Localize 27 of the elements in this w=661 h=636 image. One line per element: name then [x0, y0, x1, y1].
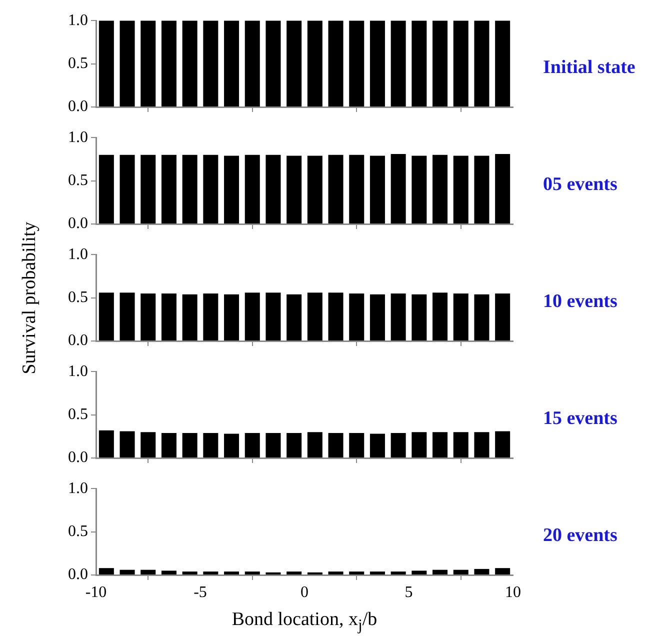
- x-axis-title: Bond location, x$_{j}$/b: [230, 609, 378, 635]
- y-tick-label: 1.0: [68, 246, 88, 263]
- text: Initial state: [543, 57, 636, 78]
- x-tick-label: -10: [85, 584, 107, 601]
- y-tick-label: 1.0: [68, 12, 88, 29]
- x-tick-label: 0: [300, 584, 308, 601]
- y-tick-label: 1.0: [68, 362, 88, 380]
- y-tick-label: 0.5: [68, 172, 88, 190]
- y-tick-label: 1.0: [68, 128, 88, 146]
- text: 10 events: [543, 291, 618, 312]
- y-axis-title: Survival probability: [19, 221, 41, 374]
- text: 15 events: [543, 408, 618, 430]
- y-tick-label: 0.0: [68, 449, 88, 466]
- text: 05 events: [543, 174, 618, 196]
- y-tick-label: 0.0: [68, 98, 88, 116]
- text: 20 events: [543, 525, 618, 546]
- x-tick-label: 10: [505, 584, 521, 601]
- y-tick-label: 0.0: [68, 332, 88, 350]
- y-tick-label: 0.5: [68, 523, 88, 540]
- y-tick-label: 0.5: [68, 406, 88, 424]
- y-tick-label: 0.5: [68, 289, 88, 306]
- y-tick-label: 0.0: [68, 566, 88, 584]
- x-tick-label: -5: [194, 584, 207, 601]
- y-tick-label: 0.5: [68, 55, 88, 72]
- y-tick-label: 0.0: [68, 215, 88, 232]
- x-tick-label: 5: [404, 584, 413, 601]
- y-tick-label: 1.0: [68, 480, 88, 497]
